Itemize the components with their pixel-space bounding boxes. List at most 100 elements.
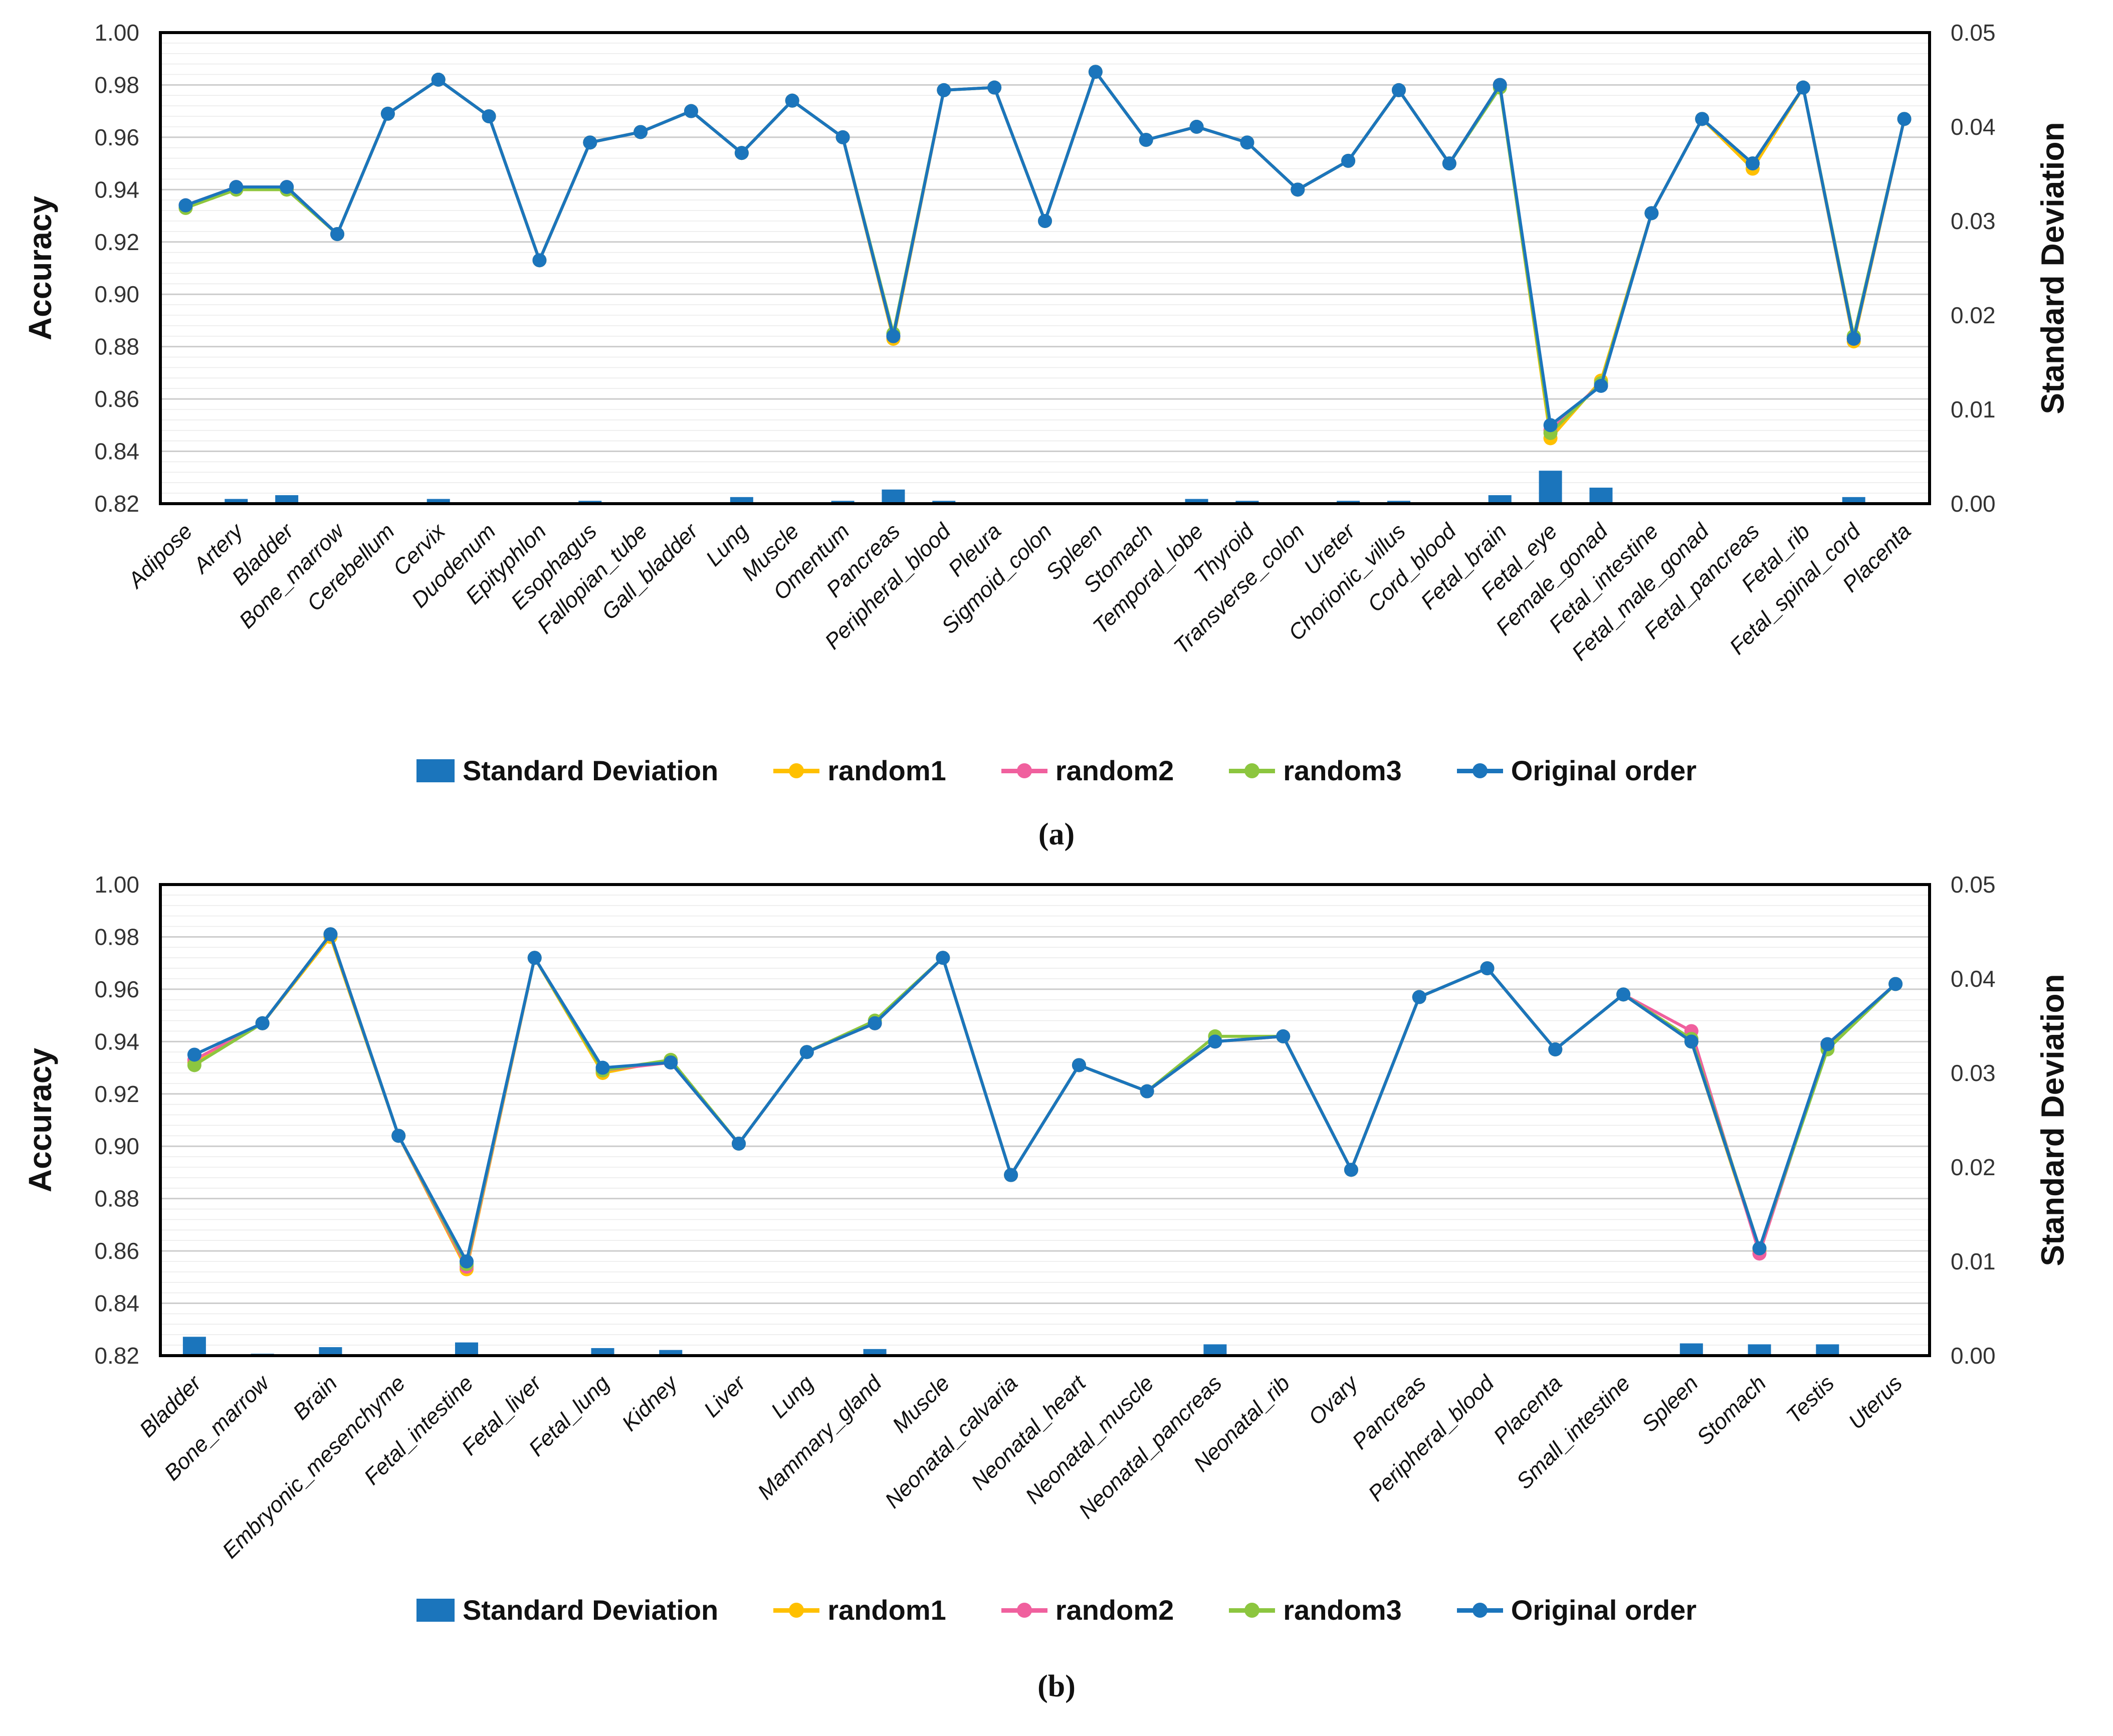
left-tick-label: 0.82 — [94, 1343, 139, 1369]
left-tick-label: 1.00 — [94, 872, 139, 898]
data-point — [1594, 379, 1608, 393]
data-point — [527, 951, 542, 965]
std-deviation-bar — [225, 499, 248, 504]
data-point — [1140, 1084, 1154, 1099]
std-deviation-bar — [1539, 471, 1562, 504]
random1-line-swatch-icon — [773, 1599, 820, 1622]
random2-line-swatch-icon — [1001, 759, 1047, 782]
std-deviation-bar — [882, 489, 905, 504]
caption-b: (b) — [1037, 1669, 1076, 1703]
std-deviation-bar — [182, 1337, 206, 1356]
legend-label: random1 — [827, 1594, 946, 1626]
x-axis-label: Muscle — [888, 1371, 954, 1437]
left-tick-label: 0.90 — [94, 281, 139, 307]
std-deviation-bar — [1816, 1344, 1839, 1356]
data-point — [1139, 133, 1153, 147]
legend-item-random1: random1 — [773, 1594, 946, 1626]
right-tick-label: 0.01 — [1951, 396, 1996, 422]
legend-item-random2: random2 — [1001, 754, 1174, 787]
series-original-order — [178, 65, 1912, 432]
random3-marker-icon — [1244, 763, 1260, 778]
left-tick-label: 0.90 — [94, 1133, 139, 1159]
data-point — [785, 93, 799, 108]
legend-label: Original order — [1511, 755, 1697, 786]
data-point — [1752, 1241, 1767, 1255]
data-point — [886, 329, 901, 343]
legend-label: random3 — [1283, 1594, 1402, 1626]
data-point — [1746, 156, 1760, 171]
data-point — [1189, 120, 1204, 134]
left-tick-label: 0.98 — [94, 72, 139, 98]
legend-item-random1: random1 — [773, 754, 946, 787]
std-deviation-bar — [659, 1350, 683, 1356]
x-axis-label: Liver — [699, 1370, 751, 1422]
data-point — [1291, 182, 1305, 197]
data-point — [532, 253, 547, 268]
std-deviation-bar — [591, 1348, 614, 1356]
data-point — [1276, 1029, 1291, 1043]
sd-axis-title-text-b: Standard Deviation — [2035, 974, 2071, 1266]
left-tick-label: 0.84 — [94, 1290, 139, 1317]
data-point — [391, 1129, 406, 1143]
legend-item-random2: random2 — [1001, 1594, 1174, 1626]
data-point — [1695, 112, 1710, 126]
x-axis-labels: AdiposeArteryBladderBone_marrowCerebellu… — [122, 518, 1916, 666]
x-axis-label: Testis — [1782, 1371, 1839, 1428]
random3-line-swatch-icon — [1229, 759, 1276, 782]
data-point — [1442, 156, 1456, 171]
data-point — [1548, 1042, 1563, 1056]
right-axis-tick-labels: 0.05 0.04 0.03 0.02 0.01 0.00 — [1951, 872, 1996, 1369]
data-point — [1072, 1058, 1086, 1072]
sd-axis-title-text-a: Standard Deviation — [2035, 122, 2071, 414]
std-deviation-bars — [182, 1337, 1839, 1356]
std-deviation-bar — [1185, 499, 1208, 504]
data-point — [987, 80, 1002, 95]
gridlines — [160, 43, 1930, 494]
right-tick-label: 0.01 — [1951, 1248, 1996, 1274]
std-deviation-bar — [319, 1347, 342, 1356]
data-point — [482, 109, 496, 124]
right-tick-label: 0.04 — [1951, 966, 1996, 992]
data-point — [1208, 1034, 1222, 1049]
original-order-marker-icon — [1472, 763, 1488, 778]
legend-label: Standard Deviation — [462, 1594, 719, 1626]
x-axis-label: Brain — [288, 1371, 342, 1424]
data-point — [1644, 206, 1659, 221]
series-line — [193, 933, 1897, 1263]
std-deviation-bar — [1842, 497, 1865, 504]
data-point — [1344, 1163, 1358, 1177]
data-point — [459, 1254, 474, 1268]
legend-item-random3: random3 — [1229, 754, 1402, 787]
data-point — [1684, 1034, 1699, 1049]
random3-line-swatch-icon — [1229, 1599, 1276, 1622]
random1-marker-icon — [789, 763, 804, 778]
x-axis-label: Mammary_gland — [753, 1370, 887, 1504]
x-axis-label: Kidney — [617, 1370, 684, 1436]
x-axis-label: Stomach — [1692, 1371, 1771, 1449]
data-point — [684, 104, 698, 118]
x-axis-label: Neonatal_heart — [967, 1370, 1092, 1495]
data-point — [799, 1045, 814, 1059]
original-order-marker-icon — [1472, 1602, 1488, 1618]
left-tick-label: 0.98 — [94, 924, 139, 950]
right-tick-label: 0.02 — [1951, 1154, 1996, 1180]
data-point — [229, 180, 244, 194]
std-deviation-bars — [225, 471, 1865, 504]
plot-border — [159, 883, 1931, 1357]
data-point — [937, 83, 951, 97]
data-point — [1543, 418, 1558, 432]
data-point — [1004, 1168, 1018, 1182]
right-tick-label: 0.03 — [1951, 208, 1996, 234]
x-axis-label: Neonatal_calvaria — [880, 1371, 1022, 1513]
data-point — [323, 927, 338, 942]
std-deviation-bar — [275, 495, 299, 504]
left-tick-label: 0.88 — [94, 1186, 139, 1212]
data-point — [633, 125, 648, 139]
right-tick-label: 0.04 — [1951, 114, 1996, 140]
random1-marker-icon — [789, 1602, 804, 1618]
random1-line-swatch-icon — [773, 759, 820, 782]
legend-a: Standard Deviation random1 random2 random3 O… — [0, 754, 2113, 787]
data-point — [1888, 977, 1903, 991]
